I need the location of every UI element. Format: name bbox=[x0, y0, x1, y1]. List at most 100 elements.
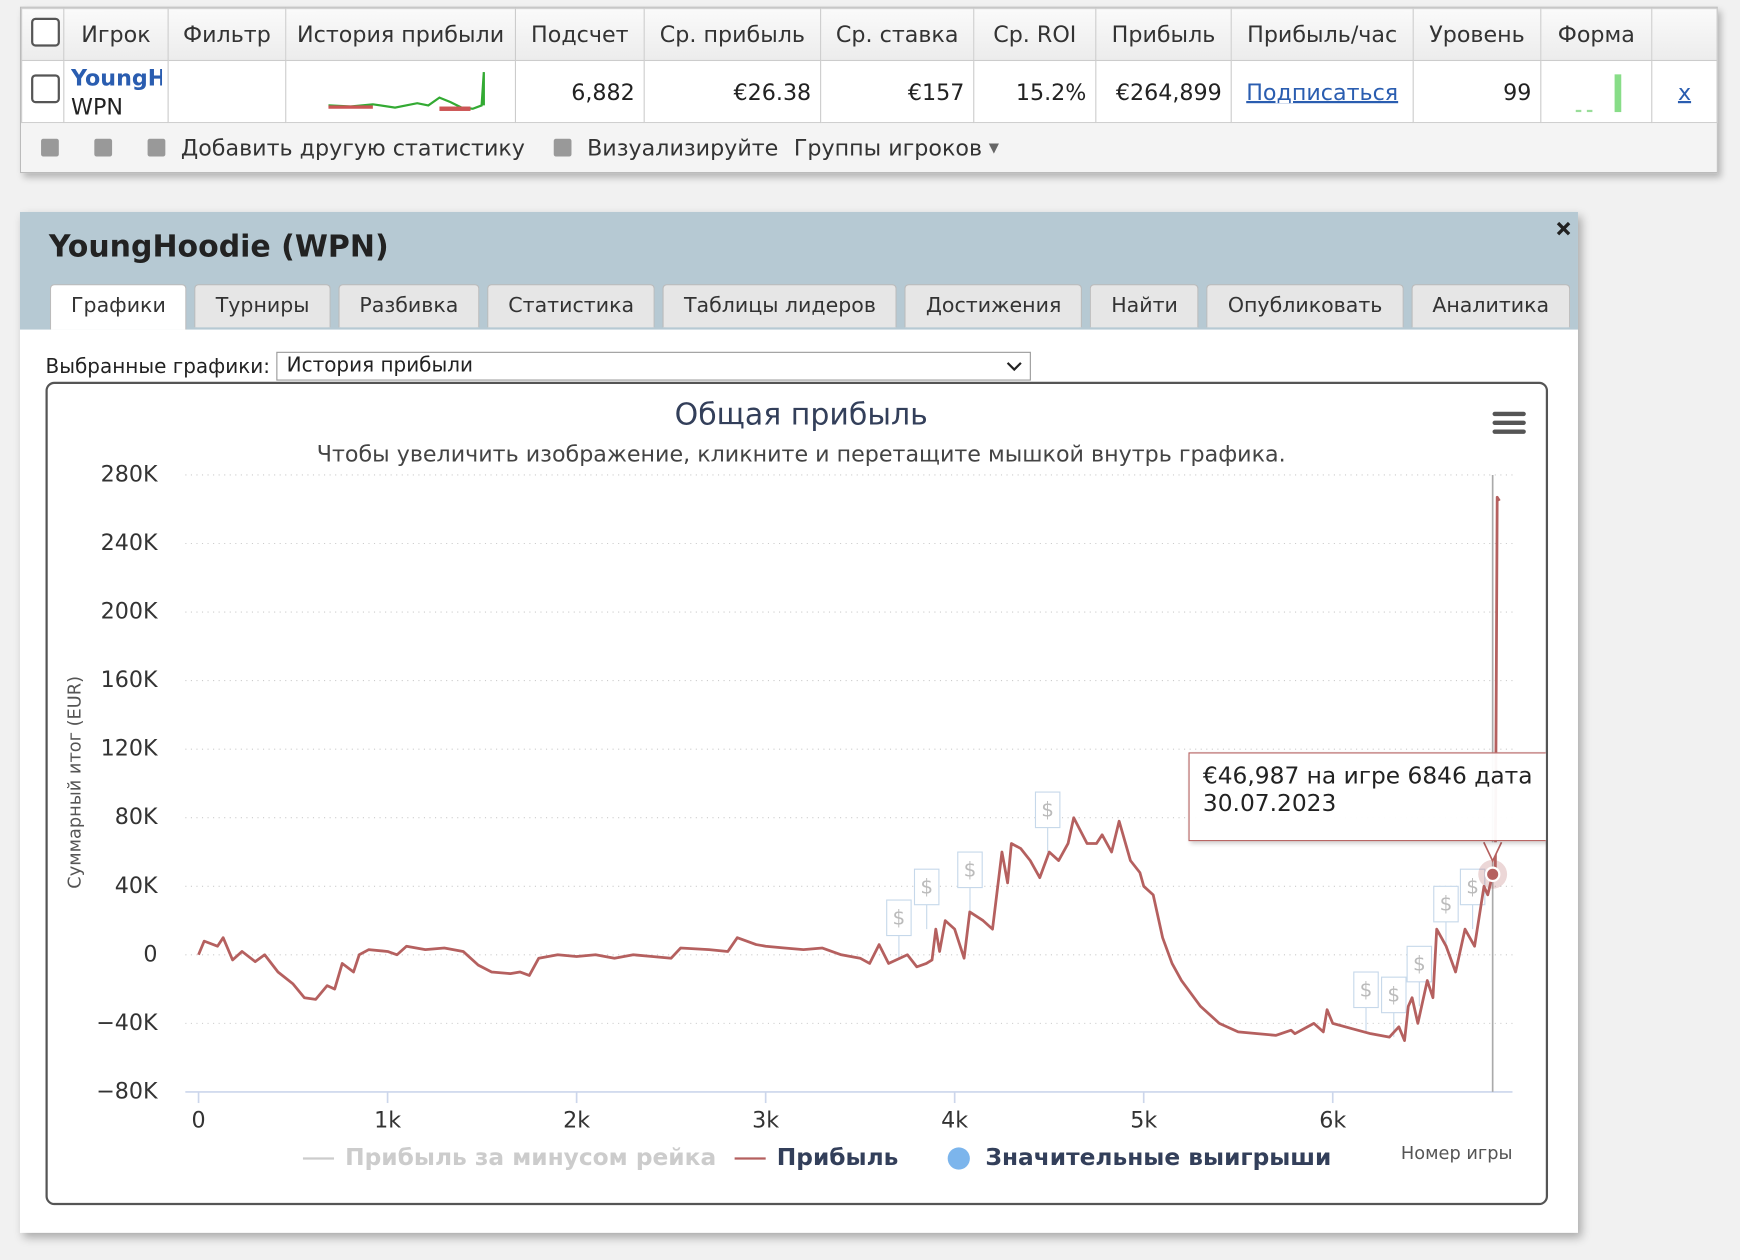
avg-stake: €157 bbox=[820, 59, 975, 124]
x-tick-label: 4k bbox=[941, 1107, 968, 1133]
network: WPN bbox=[71, 92, 123, 120]
delete-icon[interactable] bbox=[41, 138, 59, 157]
win-flag: $ bbox=[957, 851, 983, 912]
avg-profit: €26.38 bbox=[643, 59, 822, 124]
header[interactable]: Ср. прибыль bbox=[643, 7, 822, 62]
remove-link[interactable]: x bbox=[1651, 59, 1718, 124]
y-tick-label: 160K bbox=[101, 667, 159, 693]
chevron bbox=[1007, 362, 1023, 372]
form-cell bbox=[1540, 59, 1653, 124]
subscribe-link[interactable]: Подписаться bbox=[1230, 59, 1414, 124]
refresh-icon[interactable] bbox=[94, 138, 113, 157]
flag-box bbox=[886, 899, 912, 937]
flag-box bbox=[957, 851, 983, 889]
add-icon[interactable] bbox=[147, 138, 166, 157]
player-link[interactable]: YoungHoodie bbox=[71, 63, 162, 91]
select[interactable]: История прибыли bbox=[276, 351, 1032, 381]
tab[interactable]: Графики bbox=[49, 284, 187, 330]
menu-bar bbox=[1492, 420, 1526, 426]
y-tick-label: 240K bbox=[101, 530, 159, 556]
tab[interactable]: Опубликовать bbox=[1206, 284, 1404, 328]
profit: €264,899 bbox=[1095, 59, 1232, 124]
select-value: История прибыли bbox=[286, 353, 474, 378]
tab[interactable]: Таблицы лидеров bbox=[662, 284, 898, 328]
sparkline-neg bbox=[439, 106, 471, 111]
header[interactable]: Фильтр bbox=[167, 7, 287, 62]
x-axis-title: Номер игры bbox=[1401, 1144, 1513, 1164]
form-bar bbox=[1614, 74, 1622, 113]
header[interactable]: Ср. ставка bbox=[820, 7, 975, 62]
legend-item[interactable]: Прибыль bbox=[734, 1144, 899, 1171]
header[interactable]: Форма bbox=[1540, 7, 1653, 62]
y-tick-label: −80K bbox=[96, 1078, 159, 1104]
tab[interactable]: Достижения bbox=[904, 284, 1083, 328]
header[interactable]: Уровень bbox=[1412, 7, 1542, 62]
menu-bar bbox=[1492, 429, 1526, 434]
header[interactable]: Подсчет bbox=[514, 7, 645, 62]
x-tick-label: 2k bbox=[563, 1107, 590, 1133]
flag-label: $ bbox=[920, 875, 933, 899]
chart-container: Общая прибыль Чтобы увеличить изображени… bbox=[45, 381, 1549, 1206]
select-arrow bbox=[1007, 362, 1023, 372]
flag-label: $ bbox=[1041, 797, 1054, 821]
add-stat[interactable]: Добавить другую статистику bbox=[180, 134, 525, 161]
y-tick-label: 280K bbox=[101, 461, 159, 487]
y-tick-label: −40K bbox=[96, 1010, 159, 1036]
win-flag: $ bbox=[913, 868, 940, 930]
tab[interactable]: Турниры bbox=[194, 284, 331, 328]
chart-subtitle: Чтобы увеличить изображение, кликните и … bbox=[317, 441, 1286, 467]
checkbox-cell bbox=[21, 59, 65, 124]
legend-symbol bbox=[947, 1147, 970, 1170]
table: Игрок Фильтр История прибыли Подсчет Ср.… bbox=[21, 7, 1718, 124]
checkbox[interactable] bbox=[31, 17, 60, 47]
legend-item[interactable]: Прибыль за минусом рейка bbox=[302, 1144, 716, 1171]
filter-cell bbox=[167, 59, 287, 124]
y-tick-label: 40K bbox=[115, 873, 159, 899]
header[interactable]: Ср. ROI bbox=[973, 7, 1097, 62]
flag-label: $ bbox=[1413, 952, 1426, 976]
checkbox[interactable] bbox=[31, 74, 60, 104]
x-tick-label: 5k bbox=[1130, 1107, 1157, 1133]
legend-label: Значительные выигрыши bbox=[985, 1144, 1331, 1171]
tab[interactable]: Аналитика bbox=[1411, 284, 1571, 328]
sparkline bbox=[328, 72, 485, 111]
x-tick-label: 3k bbox=[752, 1107, 779, 1133]
menu-button[interactable] bbox=[1492, 411, 1526, 434]
header[interactable]: Игрок bbox=[63, 7, 169, 62]
tab[interactable]: Статистика bbox=[487, 284, 656, 328]
tab[interactable]: Найти bbox=[1090, 284, 1199, 328]
flag-box bbox=[1381, 976, 1407, 1014]
tab[interactable]: Разбивка bbox=[338, 284, 480, 328]
header-row: Игрок Фильтр История прибыли Подсчет Ср.… bbox=[21, 7, 1718, 62]
flag-box bbox=[1406, 945, 1433, 983]
visualize-icon[interactable] bbox=[553, 138, 572, 157]
header[interactable]: Прибыль bbox=[1095, 7, 1232, 62]
menu-bar bbox=[1492, 411, 1526, 417]
y-tick-label: 120K bbox=[101, 736, 159, 762]
flag-label: $ bbox=[964, 857, 977, 881]
flag-label: $ bbox=[1466, 875, 1479, 899]
visualize[interactable]: Визуализируйте bbox=[587, 134, 779, 161]
flag-label: $ bbox=[1440, 892, 1453, 916]
avg-roi: 15.2% bbox=[973, 59, 1097, 124]
win-flag: $ bbox=[1381, 976, 1407, 1038]
close-icon bbox=[1556, 221, 1571, 236]
dropdown-arrow[interactable]: ▼ bbox=[988, 139, 999, 156]
legend-item[interactable]: Значительные выигрыши bbox=[947, 1144, 1332, 1171]
tabs: Графики Турниры Разбивка Статистика Таблицы … bbox=[49, 284, 1571, 330]
y-tick-label: 0 bbox=[143, 941, 157, 967]
win-flag: $ bbox=[1433, 885, 1459, 947]
flag-label: $ bbox=[1360, 977, 1373, 1001]
win-flag: $ bbox=[1034, 791, 1061, 852]
form-bar bbox=[1575, 109, 1582, 113]
header[interactable]: История прибыли bbox=[285, 7, 517, 62]
player-groups[interactable]: Группы игроков bbox=[793, 134, 983, 161]
flag-box bbox=[913, 868, 940, 906]
player-cell: YoungHoodieWPN bbox=[63, 59, 169, 124]
header[interactable]: Прибыль/час bbox=[1230, 7, 1414, 62]
close-button[interactable] bbox=[1556, 221, 1572, 237]
win-flag: $ bbox=[1406, 945, 1433, 1007]
panel-header: YoungHoodie (WPN) Графики Турниры Разбивка… bbox=[19, 211, 1578, 330]
